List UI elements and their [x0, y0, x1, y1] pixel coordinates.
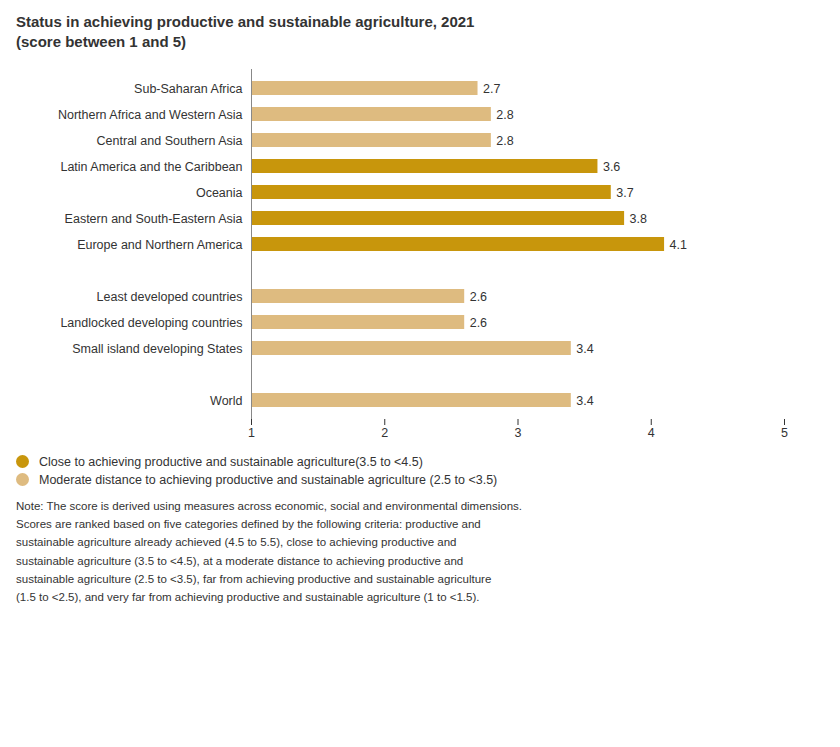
svg-text:Europe and Northern America: Europe and Northern America — [77, 237, 242, 251]
html-text:Moderate distance to achieving: Moderate distance to achieving productiv… — [39, 472, 498, 487]
svg-text:Oceania: Oceania — [196, 185, 243, 199]
svg-text:2.6: 2.6 — [470, 289, 487, 303]
svg-text:2.8: 2.8 — [496, 133, 513, 147]
svg-text:2.8: 2.8 — [496, 107, 513, 121]
svg-text:4: 4 — [648, 426, 655, 440]
svg-text:3: 3 — [515, 426, 522, 440]
svg-text:Sub-Saharan Africa: Sub-Saharan Africa — [134, 81, 242, 95]
svg-text:Latin America and the Caribbea: Latin America and the Caribbean — [60, 159, 242, 173]
svg-text:World: World — [210, 393, 242, 407]
svg-text:2.7: 2.7 — [483, 81, 500, 95]
svg-text:3.8: 3.8 — [630, 211, 647, 225]
svg-text:3.6: 3.6 — [603, 159, 620, 173]
svg-text:Eastern and South-Eastern Asia: Eastern and South-Eastern Asia — [65, 211, 243, 225]
svg-text:Landlocked developing countrie: Landlocked developing countries — [60, 315, 242, 329]
svg-text:3.4: 3.4 — [576, 341, 593, 355]
html-text:Note: The score is derived usi: Note: The score is derived using measure… — [16, 499, 522, 604]
svg-text:4.1: 4.1 — [670, 237, 687, 251]
svg-text:Northern Africa and Western As: Northern Africa and Western Asia — [58, 107, 243, 121]
svg-text:3.4: 3.4 — [576, 393, 593, 407]
html-text:(score between 1 and 5): (score between 1 and 5) — [16, 33, 187, 51]
svg-text:2: 2 — [381, 426, 388, 440]
svg-text:1: 1 — [248, 426, 255, 440]
html-text:Close to achieving productive: Close to achieving productive and sustai… — [39, 454, 423, 469]
svg-text:5: 5 — [781, 426, 788, 440]
svg-text:3.7: 3.7 — [616, 185, 633, 199]
svg-text:Least developed countries: Least developed countries — [97, 289, 243, 303]
svg-text:Small island developing States: Small island developing States — [72, 341, 242, 355]
svg-text:Central and Southern Asia: Central and Southern Asia — [97, 133, 243, 147]
svg-text:2.6: 2.6 — [470, 315, 487, 329]
html-text:Status in achieving productive: Status in achieving productive and susta… — [16, 13, 475, 30]
